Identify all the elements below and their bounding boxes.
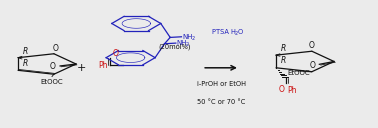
Text: EtOOC: EtOOC	[287, 70, 310, 76]
Text: PTSA H: PTSA H	[212, 29, 235, 35]
Text: i-PrOH or EtOH: i-PrOH or EtOH	[197, 81, 246, 87]
Text: Ph: Ph	[99, 61, 108, 70]
Text: O: O	[50, 62, 56, 71]
Text: Ph: Ph	[287, 86, 297, 95]
Polygon shape	[293, 71, 312, 72]
Text: 50 °C or 70 °C: 50 °C or 70 °C	[197, 99, 245, 105]
Text: NH: NH	[177, 40, 187, 46]
Text: NH: NH	[182, 34, 193, 40]
Text: R: R	[280, 56, 286, 65]
Text: R: R	[23, 47, 28, 56]
Text: R: R	[280, 44, 286, 53]
Text: EtOOC: EtOOC	[41, 79, 64, 85]
Text: O: O	[279, 84, 285, 94]
Text: R: R	[23, 59, 28, 68]
Text: O: O	[309, 41, 315, 50]
Text: +: +	[77, 63, 86, 73]
Text: O: O	[310, 61, 316, 70]
Text: O: O	[237, 29, 242, 35]
Text: O: O	[113, 49, 119, 58]
Text: 2: 2	[235, 31, 238, 36]
Text: (20mol%): (20mol%)	[159, 44, 191, 50]
Text: 2: 2	[192, 36, 195, 41]
Text: O: O	[53, 44, 59, 53]
Text: 2: 2	[186, 42, 189, 47]
